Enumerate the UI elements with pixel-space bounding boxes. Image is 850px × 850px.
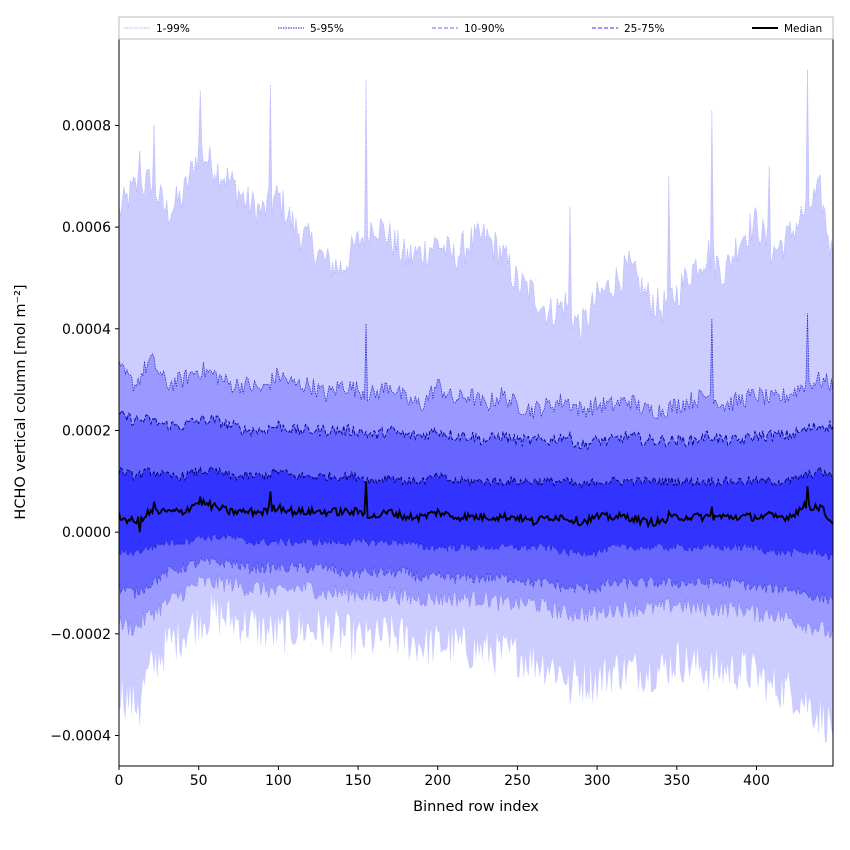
legend-label: 1-99% [156, 23, 190, 35]
x-tick-label: 100 [265, 773, 292, 789]
legend-frame [118, 16, 834, 40]
y-tick-label: 0.0002 [62, 423, 111, 439]
band-10-90-lower-line [119, 556, 833, 605]
legend-label: Median [784, 23, 822, 35]
x-tick-label: 300 [584, 773, 611, 789]
band-5-95-upper-line [119, 313, 833, 420]
y-tick-label: 0.0006 [62, 220, 111, 236]
x-axis-label: Binned row index [413, 799, 539, 815]
band-25-75-lower-line [119, 532, 833, 561]
x-tick-label: 400 [743, 773, 770, 789]
x-axis: 0 50 100 150 200 250 300 350 400 [115, 766, 770, 789]
x-tick-label: 50 [190, 773, 208, 789]
plot-area [119, 69, 833, 743]
y-axis: −0.0004 −0.0002 0.0000 0.0002 0.0004 0.0006 0.… [50, 118, 119, 744]
band-1-99-upper-line [119, 69, 833, 346]
x-tick-label: 250 [504, 773, 531, 789]
y-tick-label: −0.0002 [50, 627, 111, 643]
y-tick-label: 0.0000 [62, 525, 111, 541]
legend: 1-99% 5-95% 10-90% 25-75% Median [118, 16, 834, 40]
y-axis-label: HCHO vertical column [mol m⁻²] [13, 284, 29, 519]
y-tick-label: 0.0004 [62, 322, 111, 338]
legend-label: 25-75% [624, 23, 665, 35]
x-tick-label: 150 [345, 773, 372, 789]
y-tick-label: −0.0004 [50, 728, 111, 744]
band-10-90-upper-line [119, 409, 833, 450]
band-25-75-upper-line [119, 465, 833, 490]
legend-label: 10-90% [464, 23, 505, 35]
band-1-99-lower-line [119, 592, 833, 743]
plot-content [119, 69, 833, 743]
x-tick-label: 200 [424, 773, 451, 789]
band-5-95-lower-line [119, 573, 833, 640]
y-tick-label: 0.0008 [62, 118, 111, 134]
median-line [119, 481, 833, 533]
legend-label: 5-95% [310, 23, 344, 35]
x-tick-label: 0 [115, 773, 124, 789]
x-tick-label: 350 [663, 773, 690, 789]
